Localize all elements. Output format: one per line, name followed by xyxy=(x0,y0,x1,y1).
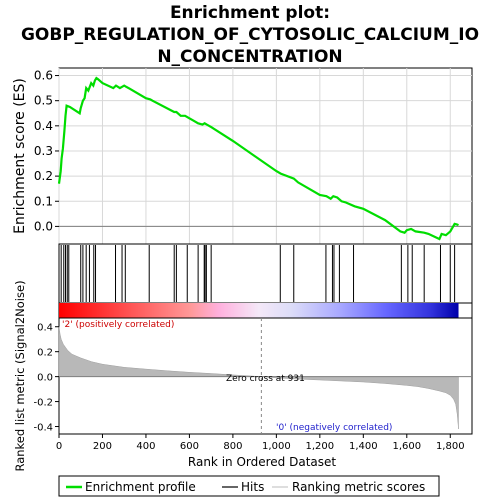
es-y-tick-label: 0.4 xyxy=(34,119,53,133)
chart-title-line-2: GOBP_REGULATION_OF_CYTOSOLIC_CALCIUM_IO xyxy=(21,25,479,45)
legend-box xyxy=(58,475,440,497)
legend-label-ranking-metric: Ranking metric scores xyxy=(292,480,425,494)
metric-y-tick-label: 0.2 xyxy=(37,348,53,359)
x-tick-label: 1,000 xyxy=(262,441,291,452)
chart-title-line-3: N_CONCENTRATION xyxy=(157,47,342,67)
x-axis-ticks: 0 200 400 600 800 1,000 1,200 1,400 1,600 1,800 xyxy=(56,434,465,452)
zero-cross-label: Zero cross at 931 xyxy=(226,374,305,384)
negative-correlation-label: '0' (negatively correlated) xyxy=(276,423,392,433)
x-tick-label: 1,800 xyxy=(436,441,465,452)
x-tick-label: 400 xyxy=(136,441,155,452)
metric-y-axis-label: Ranked list metric (Signal2Noise) xyxy=(13,280,27,471)
hit-markers xyxy=(60,245,456,302)
legend-label-hits: Hits xyxy=(241,480,264,494)
es-y-tick-label: 0.0 xyxy=(34,219,53,233)
x-tick-label: 1,600 xyxy=(392,441,421,452)
rank-heatbar-gradient xyxy=(59,303,459,318)
x-tick-label: 0 xyxy=(56,441,62,452)
es-panel: 0.0 0.1 0.2 0.3 0.4 0.5 0.6 Enrichment score (… xyxy=(12,67,473,245)
x-tick-label: 600 xyxy=(180,441,199,452)
metric-y-tick-label: -0.2 xyxy=(33,398,53,409)
chart-title-line-1: Enrichment plot: xyxy=(170,3,330,23)
x-tick-label: 200 xyxy=(93,441,112,452)
chart-legend: Enrichment profile Hits Ranking metric s… xyxy=(58,475,440,497)
metric-y-tick-label: 0.4 xyxy=(37,323,53,334)
es-y-axis-label: Enrichment score (ES) xyxy=(12,78,28,234)
x-axis-label: Rank in Ordered Dataset xyxy=(188,455,336,469)
es-gridlines xyxy=(58,68,472,244)
es-y-tick-label: 0.6 xyxy=(34,69,53,83)
metric-panel: -0.4 -0.2 0.0 0.2 0.4 '2' (positively correl… xyxy=(13,280,473,472)
metric-y-axis-ticks: -0.4 -0.2 0.0 0.2 0.4 xyxy=(33,323,59,434)
es-y-tick-label: 0.5 xyxy=(34,94,53,108)
x-tick-label: 1,200 xyxy=(306,441,335,452)
enrichment-profile-line xyxy=(57,76,459,241)
metric-y-tick-label: 0.0 xyxy=(37,373,53,384)
metric-y-tick-label: -0.4 xyxy=(33,423,53,434)
hits-panel-frame xyxy=(58,243,473,304)
es-panel-frame xyxy=(58,67,473,245)
x-tick-label: 800 xyxy=(223,441,242,452)
es-y-tick-label: 0.2 xyxy=(34,169,53,183)
es-y-tick-label: 0.3 xyxy=(34,144,53,158)
x-tick-label: 1,400 xyxy=(349,441,378,452)
es-y-tick-label: 0.1 xyxy=(34,194,53,208)
rank-heatbar xyxy=(58,302,473,319)
hits-panel xyxy=(58,243,473,304)
es-y-axis-ticks: 0.0 0.1 0.2 0.3 0.4 0.5 0.6 xyxy=(34,69,59,233)
legend-label-enrichment-profile: Enrichment profile xyxy=(85,480,196,494)
ranking-metric-area xyxy=(58,326,459,430)
chart-title: Enrichment plot: GOBP_REGULATION_OF_CYTO… xyxy=(21,3,479,67)
positive-correlation-label: '2' (positively correlated) xyxy=(62,320,174,330)
